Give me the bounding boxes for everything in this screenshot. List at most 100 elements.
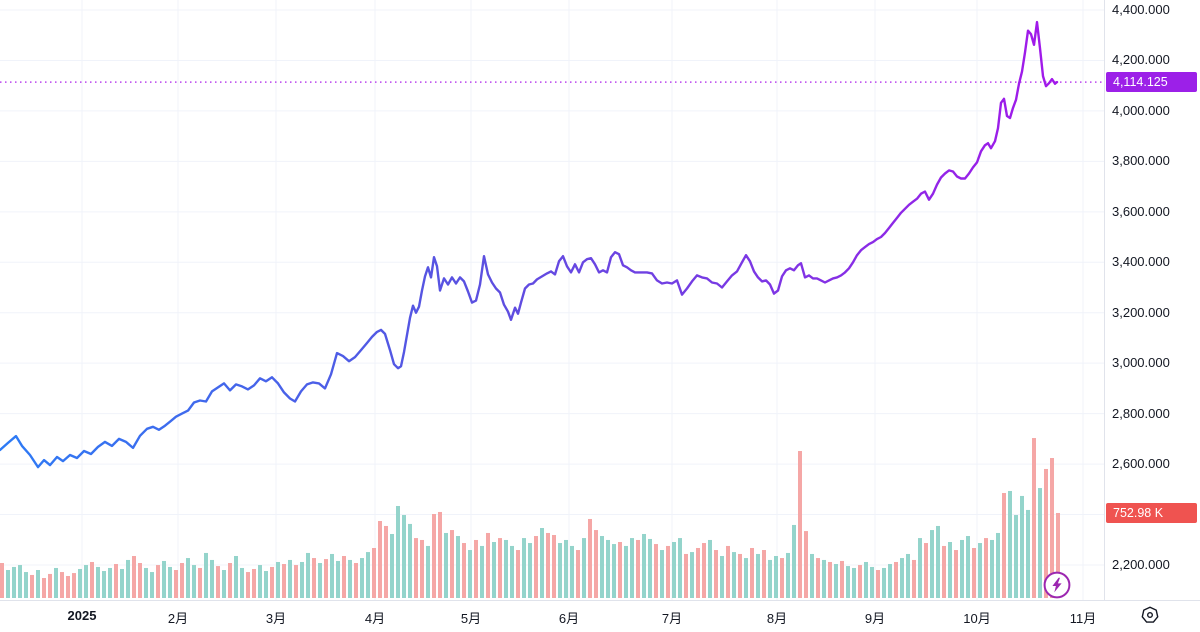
volume-bar <box>468 550 472 598</box>
volume-bar <box>792 524 796 598</box>
time-axis-label: 11月 <box>1069 611 1097 626</box>
volume-bar <box>930 530 934 598</box>
volume-bar <box>576 550 580 598</box>
volume-bar <box>246 572 250 598</box>
volume-bar <box>306 552 310 598</box>
volume-bar <box>414 538 418 598</box>
price-axis-label: 2,200.000 <box>1112 556 1170 572</box>
volume-bar <box>720 556 724 598</box>
volume-bar <box>0 563 4 598</box>
time-axis-label: 2月 <box>167 611 189 626</box>
volume-bar <box>78 568 82 598</box>
volume-bar <box>1002 493 1006 598</box>
volume-bar <box>672 542 676 598</box>
volume-bar <box>906 553 910 598</box>
volume-bar <box>786 552 790 598</box>
gear-icon[interactable] <box>1141 606 1159 624</box>
volume-bar <box>408 523 412 598</box>
volume-bar <box>48 573 52 598</box>
volume-bar <box>912 559 916 598</box>
volume-bar <box>582 538 586 598</box>
volume-bar <box>894 561 898 598</box>
volume-bar <box>198 567 202 598</box>
volume-bar <box>228 563 232 598</box>
time-axis-label: 5月 <box>460 611 482 626</box>
volume-bar <box>834 564 838 598</box>
volume-bar <box>474 539 478 598</box>
volume-bar <box>420 539 424 598</box>
volume-bar <box>396 505 400 598</box>
volume-bar <box>762 550 766 598</box>
volume-bar <box>732 552 736 598</box>
volume-bar <box>756 553 760 598</box>
volume-bar <box>1038 488 1042 598</box>
volume-bar <box>504 539 508 598</box>
time-axis-label: 4月 <box>364 611 386 626</box>
volume-bar <box>204 552 208 598</box>
volume-bar <box>390 533 394 598</box>
volume-bar <box>660 550 664 598</box>
volume-bar <box>642 533 646 598</box>
volume-bar <box>66 575 70 598</box>
price-axis-label: 4,400.000 <box>1112 2 1170 17</box>
volume-bar <box>840 560 844 598</box>
volume-bar <box>858 565 862 598</box>
volume-bar <box>492 542 496 598</box>
volume-bar <box>534 536 538 598</box>
volume-bar <box>900 558 904 598</box>
time-axis-label: 6月 <box>558 611 580 626</box>
volume-bar <box>876 570 880 598</box>
volume-value: 752.98 K <box>1113 505 1164 520</box>
volume-bar <box>1008 490 1012 598</box>
volume-bar <box>84 565 88 598</box>
volume-bar <box>438 511 442 598</box>
volume-bar <box>276 561 280 598</box>
volume-bar <box>60 572 64 598</box>
time-axis-label: 7月 <box>661 611 683 626</box>
volume-bar <box>402 515 406 598</box>
current-price-value: 4,114.125 <box>1113 75 1168 90</box>
volume-bar <box>216 566 220 598</box>
volume-bar <box>570 545 574 598</box>
volume-bar <box>984 538 988 598</box>
volume-bar <box>6 570 10 598</box>
volume-bar <box>1020 495 1024 598</box>
volume-bar <box>432 514 436 598</box>
lightning-trade-button[interactable] <box>1043 571 1071 599</box>
volume-bar <box>810 553 814 598</box>
volume-bar <box>36 570 40 598</box>
volume-bar <box>978 543 982 598</box>
volume-bar <box>126 559 130 598</box>
volume-bar <box>942 545 946 598</box>
price-axis-label: 4,200.000 <box>1112 52 1170 68</box>
volume-badge: 752.98 K <box>1106 502 1197 523</box>
volume-bar <box>1026 509 1030 598</box>
volume-bar <box>948 542 952 598</box>
price-axis-label: 3,400.000 <box>1112 254 1170 270</box>
volume-bar <box>264 571 268 598</box>
volume-bar <box>378 521 382 598</box>
volume-bar <box>24 572 28 598</box>
volume-bar <box>630 538 634 598</box>
volume-bar <box>42 578 46 598</box>
volume-bar <box>606 539 610 598</box>
time-axis-label: 2025 <box>67 608 97 623</box>
volume-bar <box>612 544 616 598</box>
volume-bar <box>444 532 448 598</box>
volume-bar <box>774 556 778 598</box>
volume-bar <box>174 570 178 598</box>
volume-bar <box>636 539 640 598</box>
volume-bar <box>990 539 994 598</box>
volume-bar <box>648 538 652 598</box>
volume-bar <box>234 556 238 598</box>
volume-bar <box>564 539 568 598</box>
volume-bar <box>270 566 274 598</box>
volume-bar <box>702 543 706 598</box>
volume-bar <box>162 560 166 598</box>
volume-bar <box>690 552 694 598</box>
volume-bar <box>132 556 136 598</box>
volume-bar <box>852 567 856 598</box>
volume-bar <box>1032 438 1036 598</box>
volume-bar <box>282 564 286 598</box>
